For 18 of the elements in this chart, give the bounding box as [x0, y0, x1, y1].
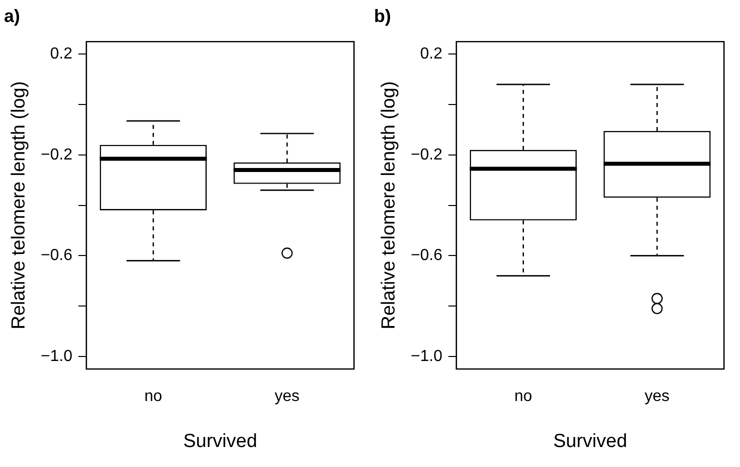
y-tick-label: 0.2 [420, 46, 442, 63]
chart-title: a) [4, 6, 20, 26]
y-tick-label: −0.6 [40, 247, 72, 264]
y-axis-title: Relative telomere length (log) [378, 81, 400, 330]
x-axis-title: Survived [183, 430, 258, 452]
y-tick-label: −0.2 [40, 146, 72, 164]
y-tick-label: −1.0 [40, 348, 72, 365]
y-axis-title: Relative telomere length (log) [8, 81, 30, 330]
x-tick-label: yes [274, 388, 300, 406]
y-tick-label: −0.6 [410, 247, 442, 264]
x-axis-title: Survived [553, 430, 628, 452]
y-tick-label: 0.2 [50, 46, 72, 63]
chart-title: b) [374, 6, 391, 26]
x-tick-label: no [144, 388, 162, 406]
y-tick-label: −1.0 [410, 348, 442, 365]
x-tick-label: no [514, 388, 532, 406]
y-tick-label: −0.2 [410, 146, 442, 164]
x-tick-label: yes [644, 388, 670, 406]
